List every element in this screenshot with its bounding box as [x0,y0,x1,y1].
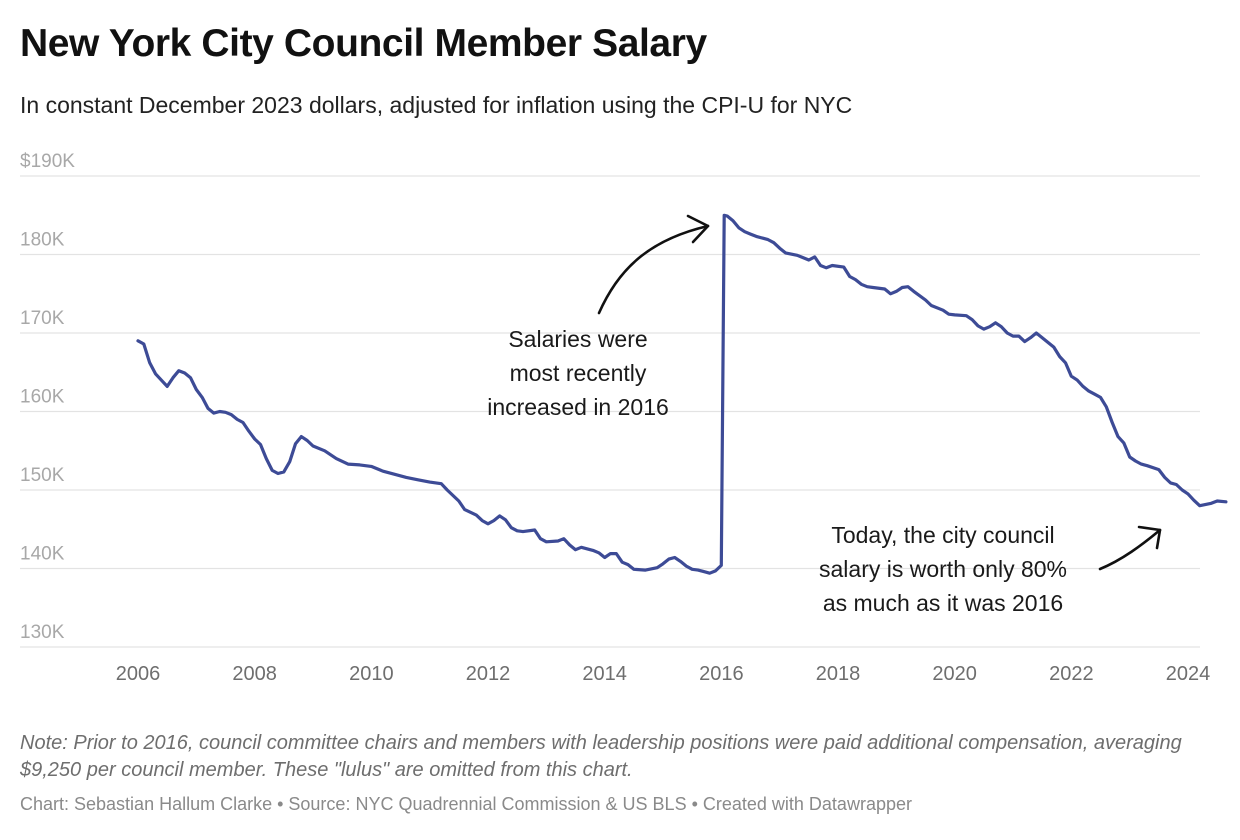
x-tick-label: 2014 [582,663,627,685]
annotation-2016-line-3: increased in 2016 [487,394,669,420]
x-tick-label: 2010 [349,663,394,685]
annotation-2016-line-1: Salaries were [508,326,647,352]
x-tick-label: 2012 [466,663,511,685]
y-tick-label: 170K [20,308,65,329]
y-tick-label: 150K [20,465,65,486]
annotation-2016-line-2: most recently [510,360,647,386]
annotation-today-line-3: as much as it was 2016 [823,590,1063,616]
x-tick-label: 2024 [1166,663,1211,685]
chart-subtitle: In constant December 2023 dollars, adjus… [20,92,853,118]
annotation-today-line-2: salary is worth only 80% [819,556,1067,582]
annotation-2016-arrow-icon [597,224,710,315]
chart-credit: Chart: Sebastian Hallum Clarke • Source:… [20,794,912,814]
x-axis-labels: 2006 2008 2010 2012 2014 2016 2018 2020 2022 2024 [116,663,1211,685]
annotation-2016-raise: Salaries were most recently increased in… [487,214,710,420]
chart-title: New York City Council Member Salary [20,22,707,65]
y-tick-label: 130K [20,622,65,643]
annotation-today: Today, the city council salary is worth … [819,522,1162,616]
annotation-2016-arrowhead-icon [686,214,710,244]
x-tick-label: 2018 [816,663,861,685]
x-tick-label: 2022 [1049,663,1094,685]
salary-line [136,213,1228,575]
chart-note: Note: Prior to 2016, council committee c… [20,732,1182,781]
x-tick-label: 2020 [932,663,977,685]
y-axis-labels: $190K 180K 170K 160K 150K 140K 130K [20,151,75,643]
y-tick-label: 180K [20,230,65,251]
y-tick-label: 160K [20,387,65,408]
y-tick-label: $190K [20,151,75,172]
y-tick-label: 140K [20,544,65,565]
x-tick-label: 2016 [699,663,744,685]
x-tick-label: 2006 [116,663,161,685]
annotation-today-arrow-icon [1098,528,1162,571]
y-gridlines [20,175,1200,648]
x-tick-label: 2008 [232,663,277,685]
annotation-today-line-1: Today, the city council [831,522,1054,548]
annotation-today-arrowhead-icon [1137,525,1162,550]
